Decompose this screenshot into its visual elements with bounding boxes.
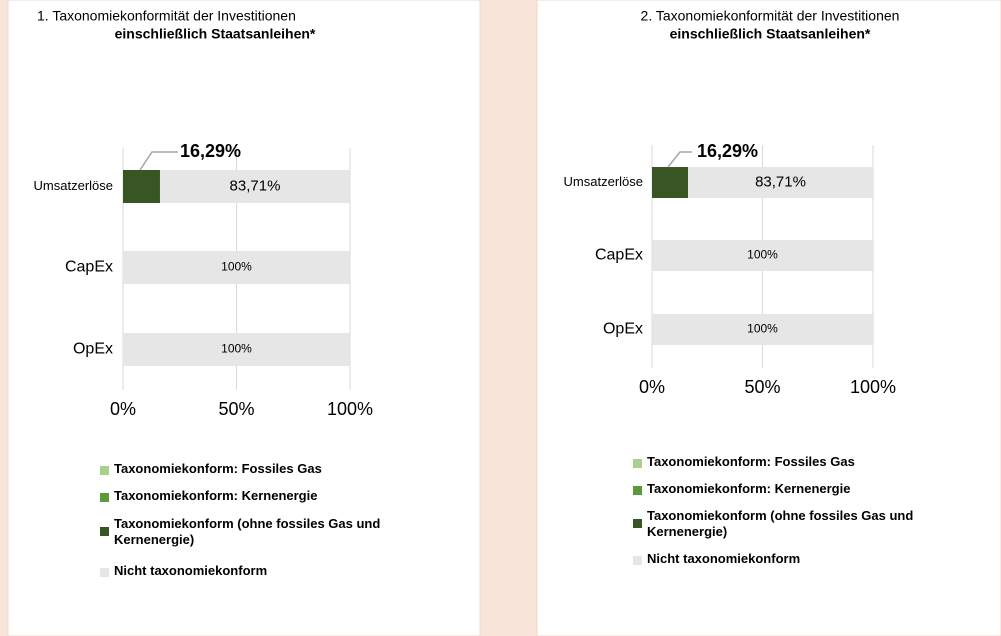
category-label: Umsatzerlöse: [34, 178, 113, 193]
value-label: 100%: [747, 248, 778, 262]
chart-subtitle: einschließlich Staatsanleihen*: [115, 26, 316, 42]
bar-segment: [123, 333, 350, 366]
x-tick-label: 50%: [744, 377, 780, 397]
legend-swatch: [633, 519, 642, 528]
legend-label: Taxonomiekonform: Kernenergie: [114, 488, 318, 503]
value-label: 16,29%: [180, 141, 241, 161]
chart-title: 1. Taxonomiekonformität der Investitione…: [37, 8, 296, 24]
value-label: 83,71%: [755, 173, 806, 190]
legend-swatch: [100, 493, 109, 502]
x-tick-label: 0%: [110, 399, 136, 419]
legend-label: Taxonomiekonform: Fossiles Gas: [647, 454, 855, 469]
legend-swatch: [100, 527, 109, 536]
bar-segment: [652, 167, 689, 198]
legend-item: Taxonomiekonform: Kernenergie: [114, 488, 318, 503]
legend-item: Taxonomiekonform: Kernenergie: [647, 481, 851, 496]
legend-label: Taxonomiekonform (ohne fossiles Gas und …: [647, 508, 914, 539]
legend-swatch: [633, 486, 642, 495]
bar-segment: [159, 170, 350, 203]
x-tick-label: 100%: [327, 399, 373, 419]
category-label: CapEx: [595, 247, 643, 264]
legend-label: Taxonomiekonform: Kernenergie: [647, 481, 851, 496]
legend-swatch: [100, 466, 109, 475]
legend-item: Taxonomiekonform: Fossiles Gas: [114, 461, 322, 476]
callout-line: [139, 151, 178, 171]
legend-item: Taxonomiekonform: Fossiles Gas: [647, 454, 855, 469]
legend-item: Taxonomiekonform (ohne fossiles Gas und …: [114, 516, 381, 547]
bar-segment: [652, 240, 873, 271]
x-tick-label: 50%: [218, 399, 254, 419]
chart-title: 2. Taxonomiekonformität der Investitione…: [641, 8, 900, 24]
chart-subtitle: einschließlich Staatsanleihen*: [670, 26, 871, 42]
legend-label: Nicht taxonomiekonform: [647, 551, 801, 566]
legend-item: Nicht taxonomiekonform: [647, 551, 801, 566]
legend-label: Taxonomiekonform: Fossiles Gas: [114, 461, 322, 476]
category-label: Umsatzerlöse: [564, 174, 643, 189]
legend-label: Taxonomiekonform (ohne fossiles Gas und …: [114, 516, 381, 547]
legend-swatch: [633, 459, 642, 468]
bar-segment: [123, 170, 160, 203]
legend-item: Nicht taxonomiekonform: [114, 563, 268, 578]
bar-segment: [652, 314, 873, 345]
category-label: CapEx: [65, 259, 113, 276]
legend-swatch: [100, 568, 109, 577]
legend-swatch: [633, 556, 642, 565]
category-label: OpEx: [603, 321, 643, 338]
x-tick-label: 0%: [639, 377, 665, 397]
legend-item: Taxonomiekonform (ohne fossiles Gas und …: [647, 508, 914, 539]
value-label: 83,71%: [230, 177, 281, 194]
category-label: OpEx: [73, 341, 113, 358]
legend-label: Nicht taxonomiekonform: [114, 563, 268, 578]
callout-line: [667, 151, 692, 168]
x-tick-label: 100%: [850, 377, 896, 397]
value-label: 16,29%: [697, 141, 758, 161]
bar-segment: [688, 167, 873, 198]
bar-segment: [123, 251, 350, 284]
value-label: 100%: [221, 260, 252, 274]
value-label: 100%: [221, 342, 252, 356]
panel: [7, 0, 481, 636]
value-label: 100%: [747, 322, 778, 336]
